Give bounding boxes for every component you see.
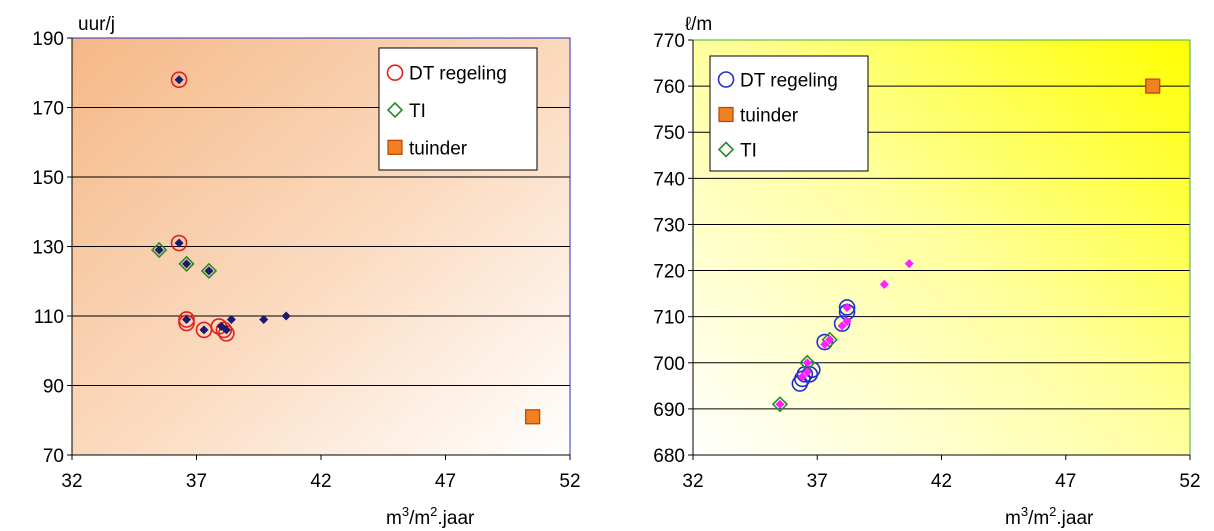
point-data: [226, 314, 236, 324]
y-tick-label: 130: [32, 238, 64, 259]
legend-box: [709, 55, 869, 172]
point-data: [820, 339, 830, 349]
y-tick-label: 190: [32, 29, 64, 50]
x-tick-label: 37: [807, 471, 828, 492]
legend-label: DT regeling: [740, 71, 838, 92]
legend-box: [378, 47, 538, 171]
point-data: [182, 314, 192, 324]
y-tick-label: 690: [653, 400, 685, 421]
point-dt-regeling: [215, 321, 233, 339]
y-tick-label: 760: [653, 77, 685, 98]
y-tick-label: 110: [34, 307, 64, 328]
x-tick-label: 32: [682, 471, 703, 492]
point-data: [204, 266, 214, 276]
point-data: [259, 314, 269, 324]
point-tuinder: [525, 409, 541, 425]
y-tick-label: 700: [653, 354, 685, 375]
legend-marker: [718, 106, 734, 123]
point-dt-regeling: [838, 299, 856, 316]
x-axis-title-part: 2: [430, 504, 437, 519]
x-axis-title-part: m: [1005, 508, 1021, 529]
y-tick-label: 750: [653, 123, 685, 144]
x-axis-title-part: .jaar: [437, 508, 475, 529]
legend-marker: [717, 71, 735, 88]
point-data: [802, 358, 812, 368]
legend-label: TI: [409, 101, 426, 122]
x-axis-title-part: 3: [1021, 504, 1028, 519]
point-data: [199, 325, 209, 335]
x-axis-title-part: 2: [1049, 504, 1056, 519]
point-data: [281, 311, 291, 321]
point-ti: [821, 331, 838, 348]
point-ti: [771, 396, 789, 413]
point-dt-regeling: [803, 361, 821, 378]
point-data: [174, 238, 184, 248]
point-data: [842, 302, 852, 312]
point-data: [825, 335, 835, 345]
x-axis-title-part: /m: [1028, 508, 1049, 529]
y-tick-label: 170: [32, 99, 64, 120]
point-ti: [151, 241, 168, 259]
x-axis-title: m3/m2.jaar: [1005, 504, 1094, 529]
y-tick-label: 150: [32, 168, 64, 189]
point-dt-regeling: [816, 333, 834, 351]
y-tick-label: 680: [653, 446, 685, 467]
legend-marker: [387, 139, 403, 155]
legend-label: tuinder: [740, 106, 799, 127]
x-axis-title-part: /m: [409, 508, 430, 529]
y-tick-label: 720: [653, 262, 685, 283]
point-dt-regeling: [833, 315, 851, 332]
point-dt-regeling: [170, 234, 188, 252]
legend-label: tuinder: [409, 138, 468, 159]
y-axis-title: ℓ/m: [685, 14, 712, 35]
y-axis-title: uur/j: [78, 14, 115, 35]
x-tick-label: 32: [61, 471, 82, 492]
x-tick-label: 47: [1055, 471, 1076, 492]
x-tick-label: 42: [310, 471, 331, 492]
point-data: [842, 316, 852, 326]
point-data: [879, 279, 889, 289]
point-data: [174, 75, 184, 85]
point-dt-regeling: [170, 71, 188, 88]
point-data: [837, 321, 847, 331]
legend-label: DT regeling: [409, 64, 507, 85]
legend-marker: [717, 141, 735, 158]
point-data: [154, 245, 164, 255]
point-ti: [178, 255, 195, 273]
point-data: [221, 325, 231, 335]
y-tick-label: 730: [653, 215, 685, 236]
legend-label: TI: [740, 141, 757, 162]
x-tick-label: 37: [186, 471, 207, 492]
point-data: [797, 372, 807, 382]
point-tuinder: [1145, 78, 1161, 94]
y-tick-label: 90: [43, 377, 64, 398]
y-tick-label: 770: [653, 31, 685, 52]
point-data: [904, 259, 914, 269]
point-data: [775, 399, 785, 409]
x-axis-title: m3/m2.jaar: [386, 504, 475, 529]
x-axis-title-part: m: [386, 508, 402, 529]
legend-marker: [386, 64, 404, 81]
legend-marker: [386, 101, 404, 119]
y-tick-label: 710: [653, 308, 685, 329]
x-axis-title-part: 3: [402, 504, 409, 519]
x-tick-label: 47: [435, 471, 456, 492]
point-ti: [200, 262, 218, 279]
point-data: [182, 259, 192, 269]
x-tick-label: 42: [931, 471, 952, 492]
x-tick-label: 52: [1179, 471, 1200, 492]
x-axis-title-part: .jaar: [1056, 508, 1094, 529]
y-tick-label: 70: [43, 446, 64, 467]
point-data: [802, 367, 812, 377]
y-tick-label: 740: [653, 169, 685, 190]
x-tick-label: 52: [559, 471, 580, 492]
